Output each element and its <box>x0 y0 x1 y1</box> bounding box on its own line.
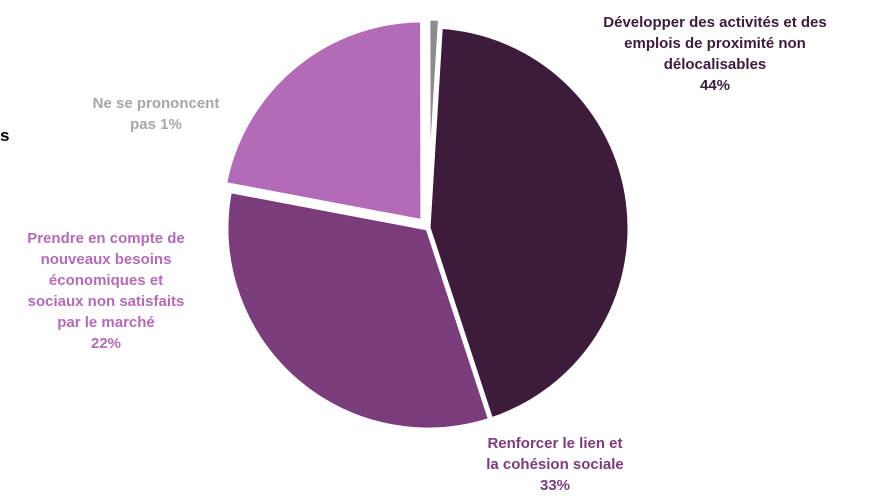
slice-label-line: économiques et <box>48 272 164 289</box>
cut-off-text: s <box>0 126 10 145</box>
slice-label-prendre: Prendre en compte de nouveaux besoins écon… <box>4 228 208 354</box>
slice-label-line: Développer des activités et des <box>603 14 827 31</box>
slice-label-renforcer: Renforcer le lien et la cohésion sociale 3… <box>470 433 640 496</box>
slice-ne-se-prononcent <box>425 15 444 223</box>
slice-label-line: Renforcer le lien et <box>487 435 623 452</box>
slice-label-line: nouveaux besoins <box>40 251 172 268</box>
slice-developper <box>425 23 633 423</box>
slice-value-label: 33% <box>539 477 571 494</box>
slice-prendre <box>221 17 426 225</box>
slice-value-label: 22% <box>90 335 122 352</box>
pie-slices <box>221 15 633 433</box>
slice-label-line: délocalisables <box>663 56 767 73</box>
slice-label-line: par le marché <box>57 314 155 331</box>
slice-label-ne-se-prononcent: Ne se prononcent pas 1% <box>66 93 246 135</box>
slice-renforcer <box>223 187 494 433</box>
slice-label-line: Prendre en compte de <box>27 230 185 247</box>
slice-label-line: emplois de proximité non <box>624 35 806 52</box>
slice-label-line: Ne se prononcent <box>92 95 220 112</box>
slice-label-line: pas 1% <box>130 116 182 133</box>
slice-label-line: la cohésion sociale <box>486 456 624 473</box>
slice-label-developper: Développer des activités et des emplois d… <box>585 12 845 96</box>
slice-label-line: sociaux non satisfaits <box>27 293 185 310</box>
slice-value-label: 44% <box>699 77 731 94</box>
